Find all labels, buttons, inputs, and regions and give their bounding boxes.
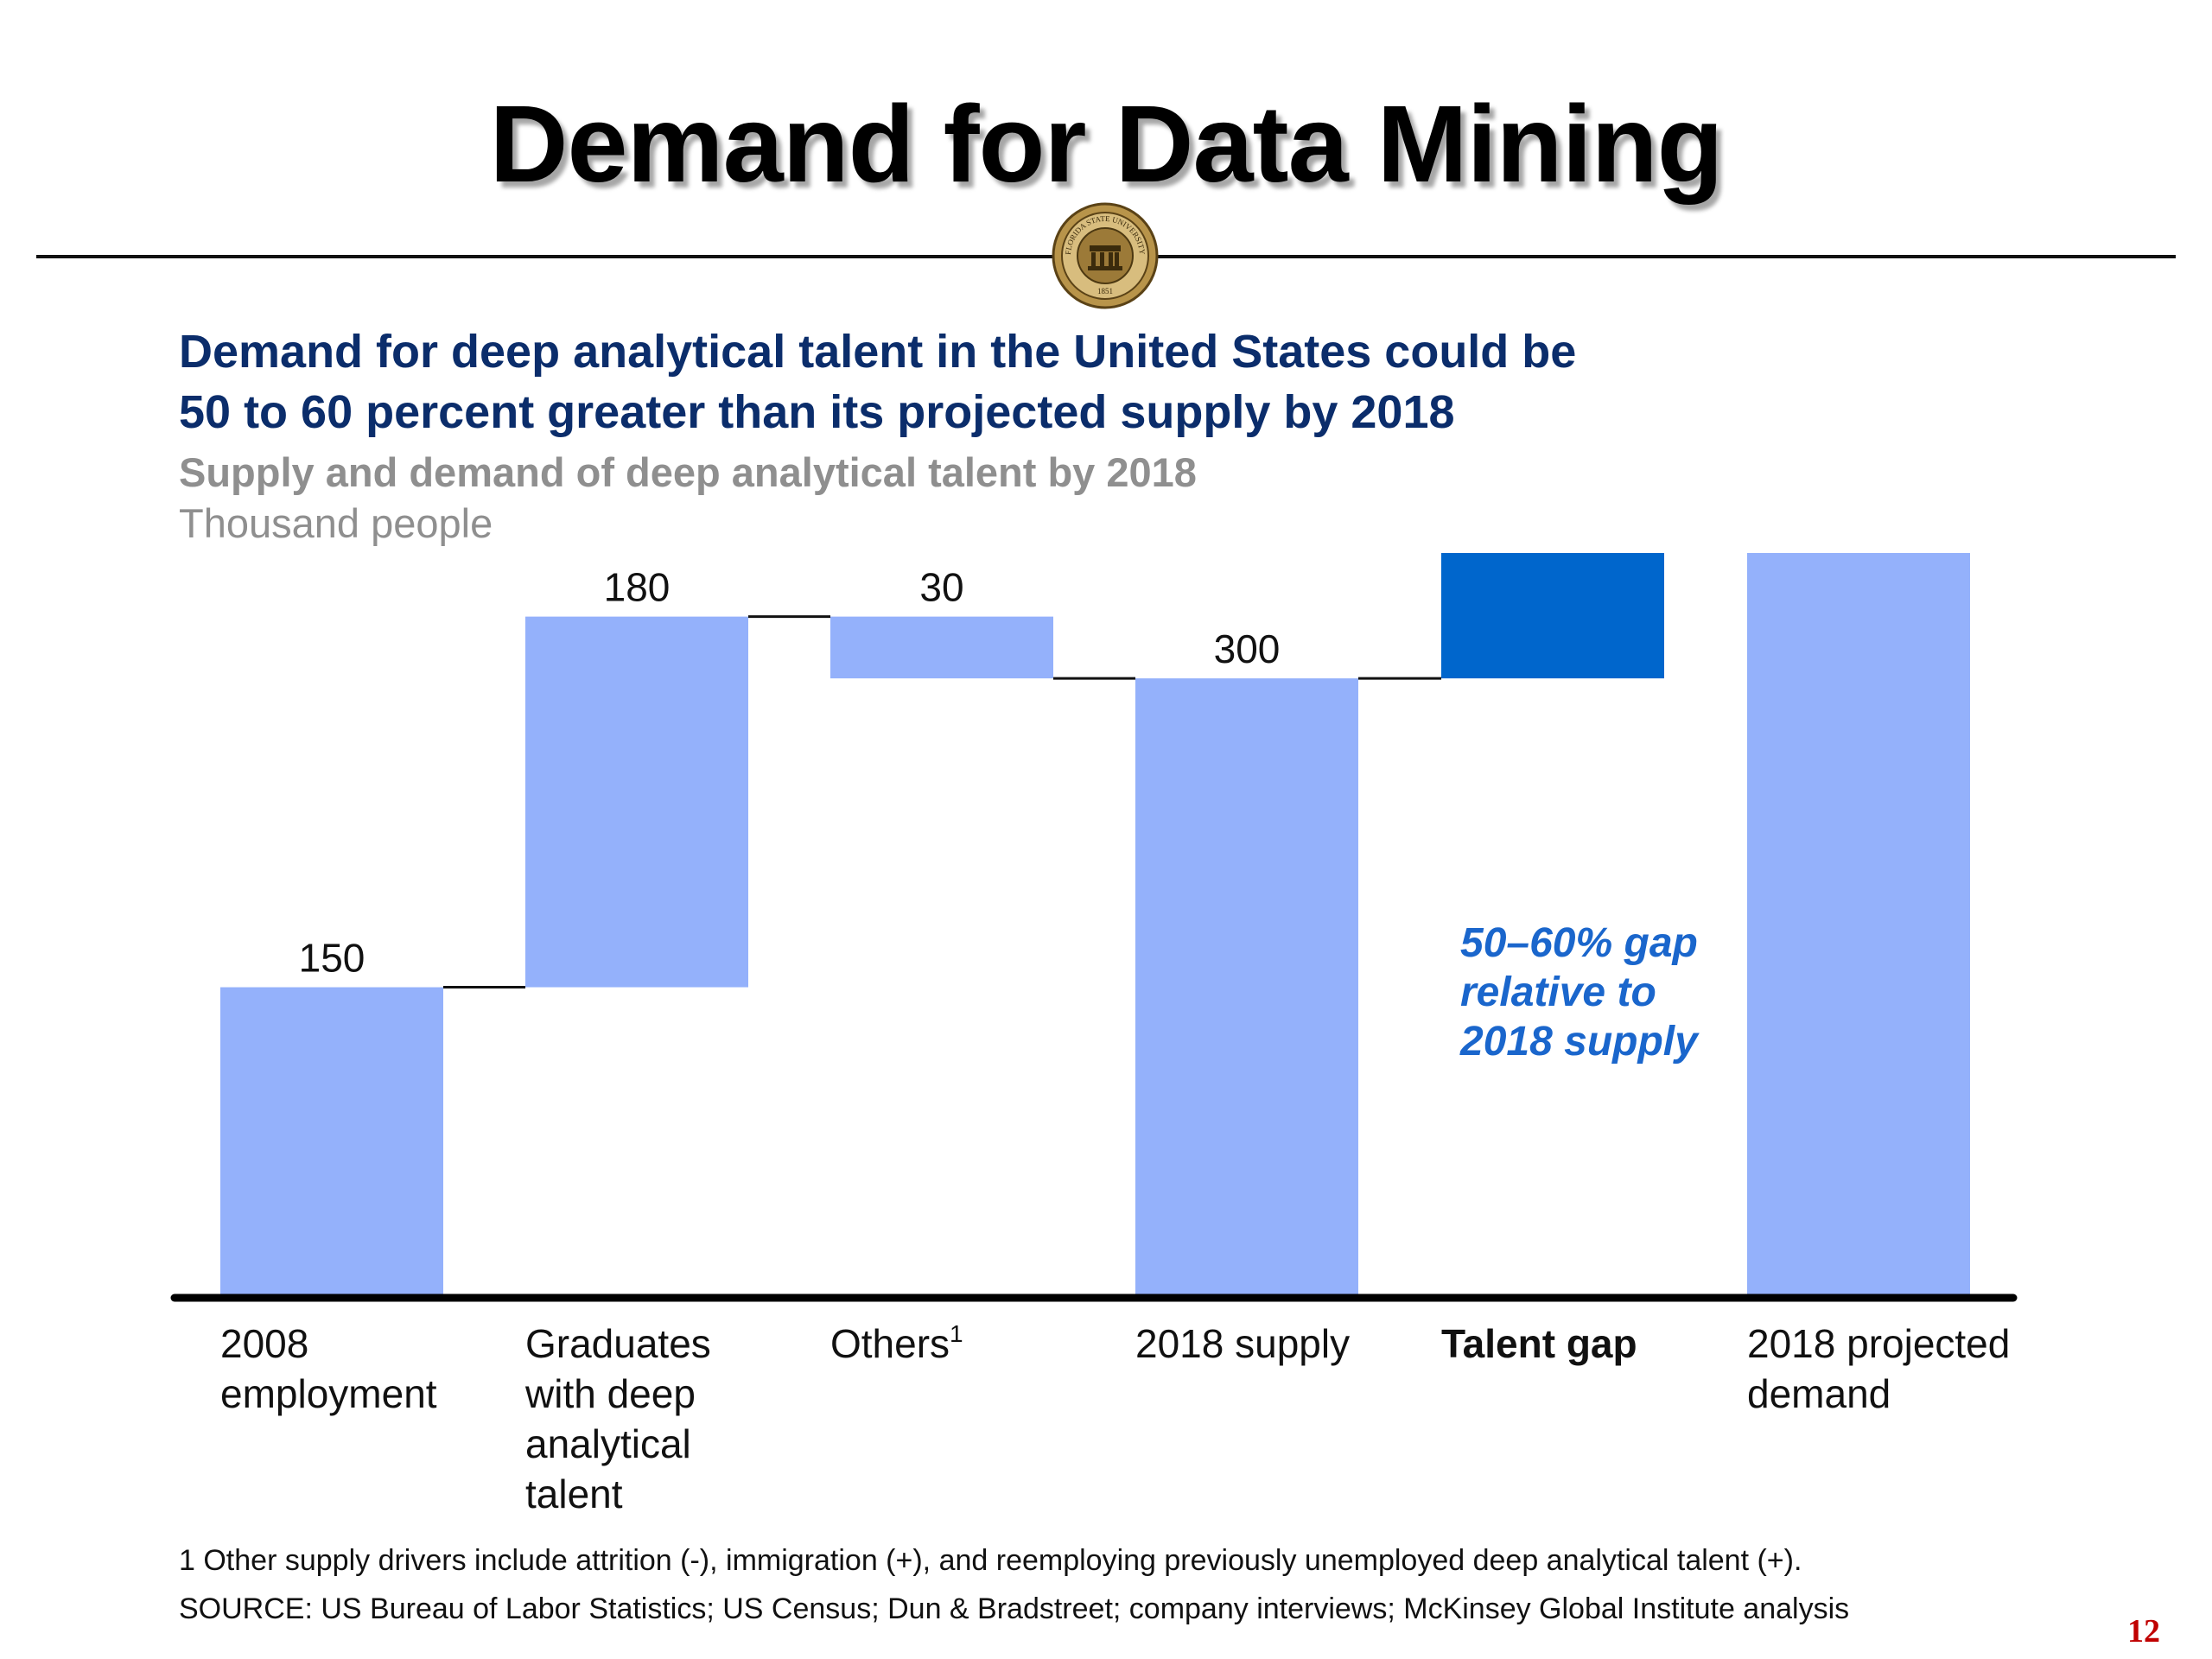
- data-label-1: 180: [604, 565, 671, 610]
- x-tick-label-1: talent: [525, 1471, 623, 1516]
- bar-1: [525, 616, 748, 988]
- data-label-0: 150: [299, 936, 365, 981]
- bar-3: [1135, 678, 1358, 1296]
- headline-line-1: Demand for deep analytical talent in the…: [179, 326, 1577, 378]
- waterfall-chart: 15018030300140–190440–4902008employmentG…: [170, 553, 2018, 1516]
- x-tick-label-0: employment: [220, 1371, 437, 1416]
- data-label-2: 30: [919, 565, 963, 610]
- x-tick-label-1: Graduates: [525, 1321, 711, 1366]
- bar-0: [220, 987, 443, 1296]
- x-tick-label-3: 2018 supply: [1135, 1321, 1350, 1366]
- x-tick-label-5: demand: [1747, 1371, 1891, 1416]
- seal-year: 1851: [1097, 287, 1113, 296]
- x-tick-label-1: analytical: [525, 1421, 691, 1466]
- footnote: 1 Other supply drivers include attrition…: [179, 1544, 1802, 1577]
- headline-line-2: 50 to 60 percent greater than its projec…: [179, 386, 1455, 438]
- x-tick-label-0: 2008: [220, 1321, 308, 1366]
- bar-4: [1441, 553, 1664, 679]
- university-seal-icon: FLORIDA STATE UNIVERSITY 1851: [1052, 202, 1159, 309]
- chart-units: Thousand people: [179, 500, 493, 546]
- x-tick-label-2: Others1: [830, 1320, 963, 1366]
- slide-title: Demand for Data Mining: [489, 83, 1723, 205]
- x-tick-label-1: with deep: [524, 1371, 696, 1416]
- headline: Demand for deep analytical talent in the…: [179, 321, 2080, 442]
- gap-annotation: 50–60% gap: [1460, 920, 1698, 966]
- data-label-3: 300: [1214, 626, 1281, 671]
- page-number: 12: [2127, 1613, 2160, 1649]
- x-tick-label-5: 2018 projected: [1747, 1321, 2010, 1366]
- gap-annotation: relative to: [1460, 969, 1656, 1015]
- source-note: SOURCE: US Bureau of Labor Statistics; U…: [179, 1592, 1850, 1625]
- bar-2: [830, 616, 1053, 679]
- gap-annotation: 2018 supply: [1459, 1019, 1700, 1065]
- bar-5: [1747, 553, 1970, 1297]
- chart-subtitle: Supply and demand of deep analytical tal…: [179, 449, 1197, 495]
- x-tick-label-4: Talent gap: [1441, 1321, 1637, 1366]
